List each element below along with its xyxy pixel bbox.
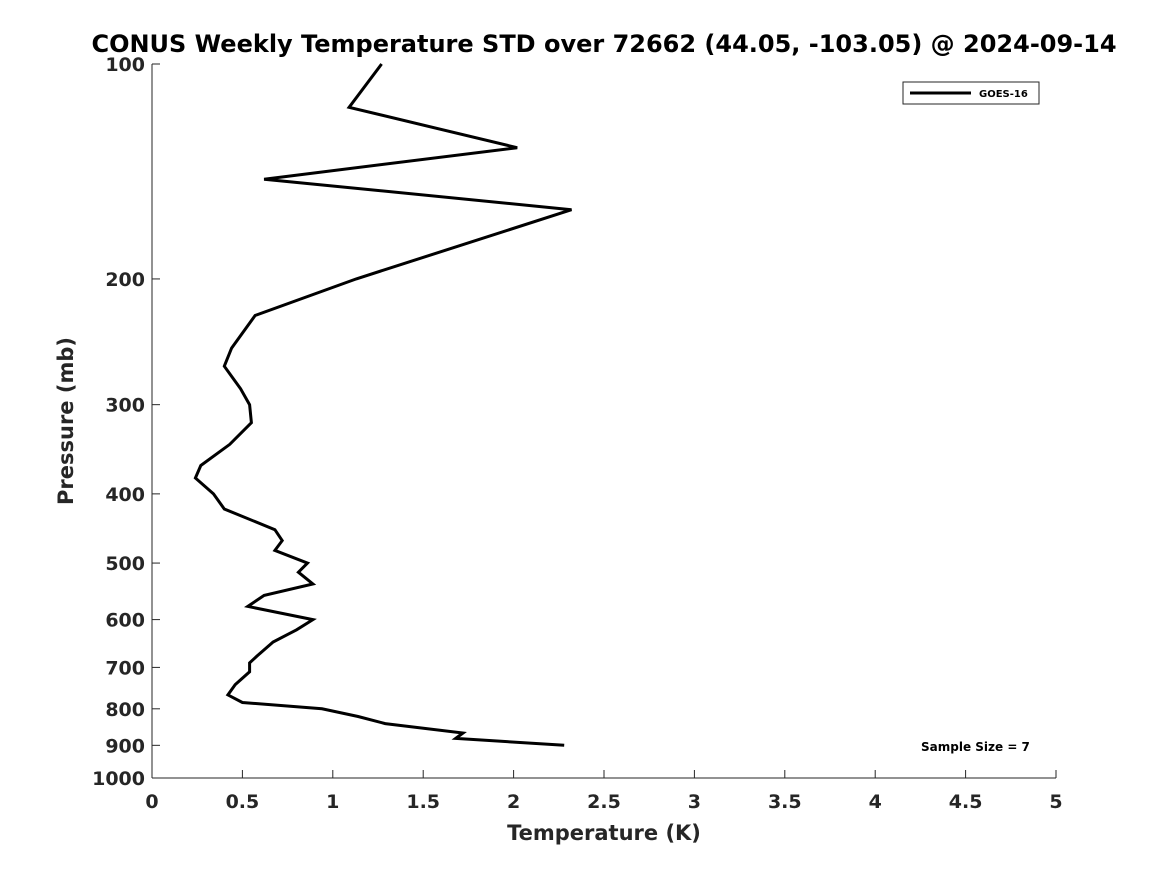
x-tick-label: 0.5 (226, 791, 260, 813)
x-tick-label: 0 (145, 791, 158, 813)
x-tick-label: 5 (1049, 791, 1062, 813)
y-tick-label: 1000 (92, 768, 145, 790)
chart-title: CONUS Weekly Temperature STD over 72662 … (91, 30, 1116, 58)
y-tick-label: 100 (105, 54, 145, 76)
x-tick-label: 1 (326, 791, 339, 813)
y-tick-label: 300 (105, 395, 145, 417)
sample-size-annotation: Sample Size = 7 (921, 740, 1030, 754)
x-tick-label: 4 (869, 791, 882, 813)
x-tick-label: 1.5 (406, 791, 440, 813)
y-tick-label: 900 (105, 735, 145, 757)
x-tick-label: 2.5 (587, 791, 621, 813)
x-tick-label: 3 (688, 791, 701, 813)
x-tick-label: 2 (507, 791, 520, 813)
series-line-goes-16 (193, 63, 572, 747)
y-tick-label: 700 (105, 657, 145, 679)
x-tick-label: 4.5 (949, 791, 983, 813)
y-tick-label: 400 (105, 484, 145, 506)
y-axis-label: Pressure (mb) (54, 337, 78, 505)
y-tick-label: 200 (105, 269, 145, 291)
x-tick-label: 3.5 (768, 791, 802, 813)
series-layer (193, 63, 572, 747)
y-ticks: 100 200 300 400 500 600 700 800 900 1000 (92, 54, 160, 790)
y-tick-label: 800 (105, 699, 145, 721)
y-tick-label: 600 (105, 610, 145, 632)
y-tick-label: 500 (105, 553, 145, 575)
x-ticks: 0 0.5 1 1.5 2 2.5 3 3.5 4 4.5 5 (145, 770, 1063, 813)
legend-entry-goes-16: GOES-16 (979, 89, 1028, 100)
x-axis-label: Temperature (K) (507, 821, 701, 845)
legend: GOES-16 (902, 81, 1040, 105)
